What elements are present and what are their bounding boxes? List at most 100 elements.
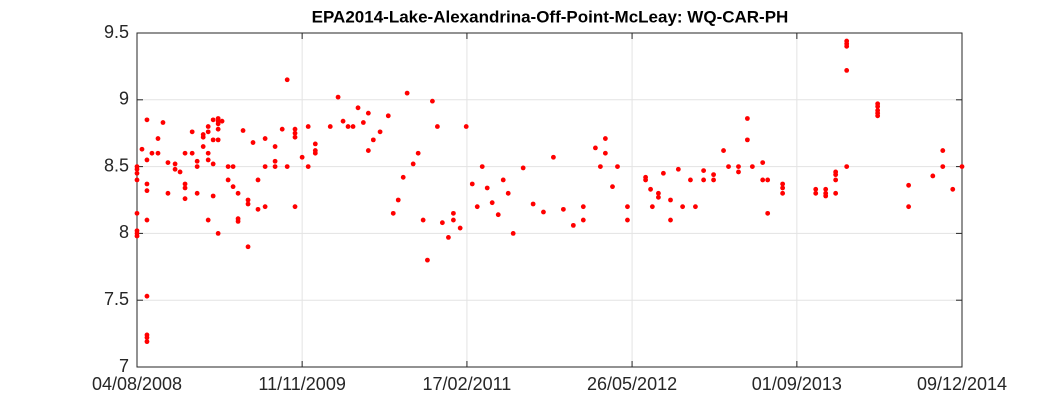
data-point <box>744 116 750 121</box>
data-point <box>205 150 211 156</box>
data-point <box>395 197 401 203</box>
data-point <box>660 170 666 176</box>
data-point <box>726 164 731 170</box>
data-point <box>235 190 241 196</box>
data-point <box>144 157 150 163</box>
data-point <box>255 206 261 212</box>
data-point <box>906 182 912 188</box>
data-point <box>736 164 741 170</box>
data-point <box>780 190 786 196</box>
x-tick-label: 04/08/2008 <box>92 374 182 394</box>
data-point <box>833 190 839 196</box>
data-point <box>950 186 956 192</box>
data-point <box>625 204 630 210</box>
data-point <box>940 148 946 153</box>
data-point <box>205 217 211 223</box>
data-point <box>457 225 463 231</box>
data-point <box>668 197 673 203</box>
data-point <box>205 129 211 135</box>
data-point <box>560 206 566 212</box>
data-point <box>701 168 707 174</box>
data-point <box>155 150 161 156</box>
data-point <box>484 185 490 191</box>
data-point <box>906 204 912 210</box>
data-point <box>360 120 366 125</box>
data-point <box>365 110 371 116</box>
data-point <box>189 150 195 156</box>
plot-frame <box>136 32 963 368</box>
data-point <box>340 118 346 124</box>
y-tick-label: 8 <box>119 222 129 242</box>
data-point <box>210 193 216 199</box>
data-point <box>833 177 839 183</box>
data-point <box>701 177 707 183</box>
data-point <box>245 197 251 203</box>
data-point <box>215 231 221 236</box>
data-point <box>400 174 406 180</box>
data-point <box>177 169 183 175</box>
data-point <box>355 105 361 111</box>
data-point <box>765 210 771 216</box>
data-point <box>675 166 681 172</box>
data-point <box>551 154 556 160</box>
data-point <box>210 161 216 167</box>
data-point <box>602 136 608 141</box>
data-point <box>262 136 268 141</box>
data-point <box>215 137 221 143</box>
data-point <box>469 181 475 187</box>
data-point <box>643 177 648 183</box>
y-tick-label: 8.5 <box>104 155 129 175</box>
data-point <box>165 160 171 165</box>
data-point <box>262 204 268 210</box>
data-point <box>760 177 766 183</box>
data-point <box>134 210 140 216</box>
data-point <box>377 129 383 135</box>
data-point <box>194 164 200 170</box>
data-point <box>305 124 311 129</box>
data-point <box>541 209 546 215</box>
data-point <box>570 222 576 228</box>
data-point <box>451 210 456 216</box>
data-point <box>134 233 140 239</box>
data-point <box>420 217 426 223</box>
data-point <box>210 137 216 143</box>
x-tick-label: 11/11/2009 <box>258 374 345 394</box>
data-point <box>327 124 333 129</box>
data-point <box>144 188 150 194</box>
data-point <box>495 212 501 218</box>
data-point <box>474 204 480 210</box>
data-point <box>350 124 356 129</box>
data-point <box>200 134 206 140</box>
data-point <box>404 90 410 96</box>
data-point <box>940 164 946 170</box>
data-point <box>430 98 435 104</box>
data-point <box>780 181 786 187</box>
x-tick-label: 09/12/2014 <box>917 374 1007 394</box>
data-point <box>292 130 298 136</box>
data-point <box>182 185 188 191</box>
data-point <box>760 160 766 165</box>
data-point <box>721 148 726 153</box>
data-point <box>656 190 661 196</box>
data-point <box>272 144 278 149</box>
data-point <box>215 126 221 132</box>
data-point <box>625 217 630 223</box>
data-point <box>182 196 188 202</box>
data-point <box>144 217 150 223</box>
data-point <box>648 186 653 192</box>
data-point <box>711 177 716 183</box>
data-point <box>284 164 290 170</box>
data-point <box>215 121 221 127</box>
data-point <box>602 150 608 156</box>
data-point <box>434 124 440 129</box>
data-point <box>530 201 536 207</box>
data-point <box>844 164 850 170</box>
data-point <box>345 124 351 129</box>
data-point <box>479 164 485 170</box>
data-point <box>813 190 819 196</box>
y-tick-label: 7.5 <box>104 289 129 309</box>
data-point <box>500 177 506 183</box>
data-point <box>668 217 673 223</box>
data-point <box>415 150 421 156</box>
